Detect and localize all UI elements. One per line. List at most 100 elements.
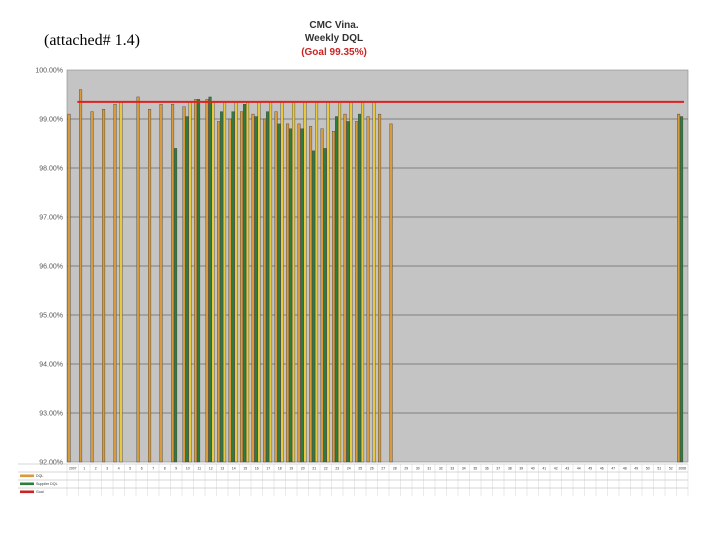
x-tick-label: 43	[565, 467, 569, 471]
bar	[332, 131, 336, 463]
x-tick-label: 2008	[678, 467, 686, 471]
bar	[303, 101, 307, 463]
x-tick-label: 28	[393, 467, 397, 471]
x-tick-label: 23	[335, 467, 339, 471]
bar	[182, 106, 186, 463]
bar	[246, 101, 250, 463]
bar	[274, 111, 278, 463]
x-tick-label: 48	[623, 467, 627, 471]
x-tick-label: 27	[381, 467, 385, 471]
bar	[286, 123, 290, 463]
x-tick-label: 12	[209, 467, 213, 471]
y-tick-label: 98.00%	[39, 166, 63, 173]
bar	[148, 109, 152, 463]
bar	[67, 113, 71, 463]
legend-label: Supplier DQL	[36, 482, 58, 486]
bar	[378, 113, 382, 463]
x-tick-label: 36	[485, 467, 489, 471]
x-tick-label: 16	[255, 467, 259, 471]
bar	[266, 111, 270, 463]
x-tick-label: 15	[243, 467, 247, 471]
x-tick-label: 11	[197, 467, 201, 471]
y-tick-label: 94.00%	[39, 362, 63, 369]
x-tick-label: 44	[577, 467, 581, 471]
x-tick-label: 51	[657, 467, 661, 471]
x-tick-label: 47	[611, 467, 615, 471]
x-tick-label: 7	[152, 467, 154, 471]
x-tick-label: 40	[531, 467, 535, 471]
bar	[677, 113, 681, 463]
chart-title: CMC Vina.	[309, 20, 359, 31]
x-tick-label: 42	[554, 467, 558, 471]
bar	[309, 126, 313, 463]
legend-label: Goal	[36, 490, 44, 494]
bar	[79, 89, 83, 463]
x-tick-label: 17	[266, 467, 270, 471]
chart-subtitle: Weekly DQL	[304, 33, 364, 44]
x-tick-label: 20	[301, 467, 305, 471]
bar	[315, 101, 319, 463]
x-tick-label: 26	[370, 467, 374, 471]
x-tick-label: 32	[439, 467, 443, 471]
bar	[335, 116, 339, 463]
x-tick-label: 14	[232, 467, 236, 471]
x-tick-label: 50	[646, 467, 650, 471]
x-tick-label: 34	[462, 467, 466, 471]
goal-label: (Goal 99.35%)	[301, 47, 367, 58]
bar	[194, 99, 198, 463]
bar	[389, 123, 393, 463]
x-tick-label: 19	[289, 467, 293, 471]
x-tick-label: 5	[129, 467, 131, 471]
x-tick-label: 10	[186, 467, 190, 471]
bar	[343, 113, 347, 463]
x-tick-label: 38	[508, 467, 512, 471]
y-tick-label: 93.00%	[39, 411, 63, 418]
bar	[188, 101, 192, 463]
legend-label: DQL	[36, 474, 43, 478]
bar	[358, 113, 362, 463]
y-tick-label: 100.00%	[35, 68, 63, 75]
bar	[174, 148, 178, 463]
bar	[312, 150, 316, 463]
bar	[300, 128, 304, 463]
x-tick-label: 41	[542, 467, 546, 471]
x-tick-label: 45	[588, 467, 592, 471]
bar	[254, 116, 258, 463]
bar	[366, 116, 370, 463]
bar	[136, 96, 140, 463]
x-tick-label: 4	[118, 467, 120, 471]
bar	[349, 101, 353, 463]
x-tick-label: 39	[519, 467, 523, 471]
bar	[346, 121, 350, 463]
bar	[223, 101, 227, 463]
bar	[320, 128, 324, 463]
x-tick-label: 13	[220, 467, 224, 471]
y-tick-label: 95.00%	[39, 313, 63, 320]
bar	[269, 101, 273, 463]
bar	[102, 109, 106, 463]
bar	[220, 111, 224, 463]
bar	[228, 118, 232, 463]
bar	[234, 101, 238, 463]
bar	[159, 104, 163, 463]
x-tick-label: 30	[416, 467, 420, 471]
bar	[338, 101, 342, 463]
bar	[243, 104, 247, 463]
x-tick-label: 1	[83, 467, 85, 471]
y-tick-label: 96.00%	[39, 264, 63, 271]
bar	[680, 116, 684, 463]
bar	[372, 101, 376, 463]
x-tick-label: 35	[473, 467, 477, 471]
x-tick-label: 31	[427, 467, 431, 471]
bar	[277, 123, 281, 463]
bar	[197, 99, 201, 463]
x-tick-label: 8	[164, 467, 166, 471]
bar	[208, 96, 212, 463]
bar	[211, 101, 215, 463]
bar	[292, 101, 296, 463]
bar	[119, 101, 123, 463]
x-tick-label: 24	[347, 467, 351, 471]
bar	[323, 148, 327, 463]
x-tick-label: 2	[95, 467, 97, 471]
bar	[205, 99, 209, 463]
